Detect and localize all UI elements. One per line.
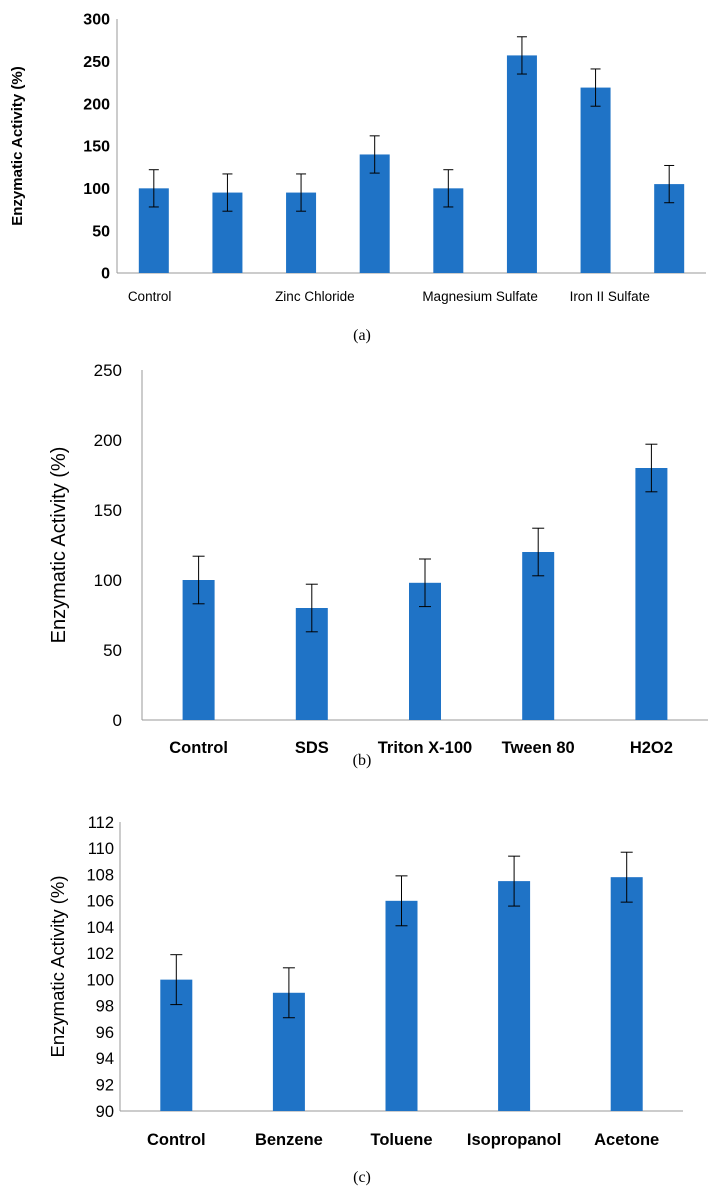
bar-3 xyxy=(385,900,418,1111)
chart-2: 0 50 100 150 200 250 Enzymatic Activity (%) Con… xyxy=(48,361,708,769)
x-tick-label: SDS xyxy=(295,739,329,757)
x-tick-label: Magnesium Sulfate xyxy=(422,289,538,304)
y-axis-label: Enzymatic Activity (%) xyxy=(47,876,68,1058)
y-tick-label: 150 xyxy=(94,501,122,520)
y-tick-label: 300 xyxy=(83,12,110,29)
y-tick-label: 108 xyxy=(86,866,114,884)
y-tick-label: 0 xyxy=(101,266,110,283)
y-tick-label: 150 xyxy=(83,139,110,156)
y-tick-label: 110 xyxy=(88,840,114,858)
y-tick-label: 200 xyxy=(83,96,110,113)
y-tick-label: 100 xyxy=(83,181,110,198)
bar-4 xyxy=(359,154,390,273)
x-tick-label: Toluene xyxy=(370,1131,432,1149)
y-tick-label: 98 xyxy=(96,998,114,1016)
x-tick-label: Acetone xyxy=(594,1131,659,1149)
x-tick-label: Benzene xyxy=(255,1131,323,1149)
chart-3: 90 92 94 96 98 100 102 104 106 108 110 112 Enzymatic… xyxy=(47,814,683,1186)
y-tick-label: 92 xyxy=(96,1077,114,1095)
figure-caption: (c) xyxy=(353,1169,371,1186)
figure-caption: (b) xyxy=(353,752,372,769)
x-tick-label: Control xyxy=(169,739,228,757)
x-tick-label: Control xyxy=(147,1131,206,1149)
bar-6 xyxy=(506,55,537,274)
y-tick-label: 250 xyxy=(94,361,122,380)
y-tick-label: 50 xyxy=(103,641,122,660)
chart-1: 0 50 100 150 200 250 300 Enzymatic Activity (%)… xyxy=(9,12,706,344)
bar-7 xyxy=(580,87,611,273)
y-axis-label: Enzymatic Activity (%) xyxy=(48,447,70,644)
bar-5 xyxy=(610,877,643,1111)
bar-5 xyxy=(635,468,668,720)
bar-4 xyxy=(498,881,531,1111)
x-tick-label: Tween 80 xyxy=(502,739,575,757)
y-tick-label: 0 xyxy=(113,711,122,730)
y-axis-label: Enzymatic Activity (%) xyxy=(9,66,26,226)
y-tick-label: 50 xyxy=(92,223,110,240)
y-tick-label: 100 xyxy=(94,571,122,590)
y-tick-label: 96 xyxy=(96,1024,114,1042)
x-tick-label: Iron II Sulfate xyxy=(570,289,650,304)
y-tick-label: 94 xyxy=(96,1050,114,1068)
y-tick-label: 200 xyxy=(94,431,122,450)
x-tick-label: Control xyxy=(128,289,172,304)
bar-4 xyxy=(522,552,555,720)
y-tick-label: 106 xyxy=(86,893,114,911)
x-tick-label: Triton X-100 xyxy=(378,739,472,757)
y-tick-label: 104 xyxy=(86,919,114,937)
y-tick-label: 112 xyxy=(88,814,114,832)
y-tick-label: 100 xyxy=(86,971,114,989)
x-tick-label: Zinc Chloride xyxy=(275,289,355,304)
x-tick-label: Isopropanol xyxy=(467,1131,561,1149)
y-tick-label: 90 xyxy=(96,1103,114,1121)
y-tick-label: 102 xyxy=(86,945,114,963)
x-tick-label: H2O2 xyxy=(630,739,673,757)
figure-caption: (a) xyxy=(353,327,371,344)
y-tick-label: 250 xyxy=(83,54,110,71)
